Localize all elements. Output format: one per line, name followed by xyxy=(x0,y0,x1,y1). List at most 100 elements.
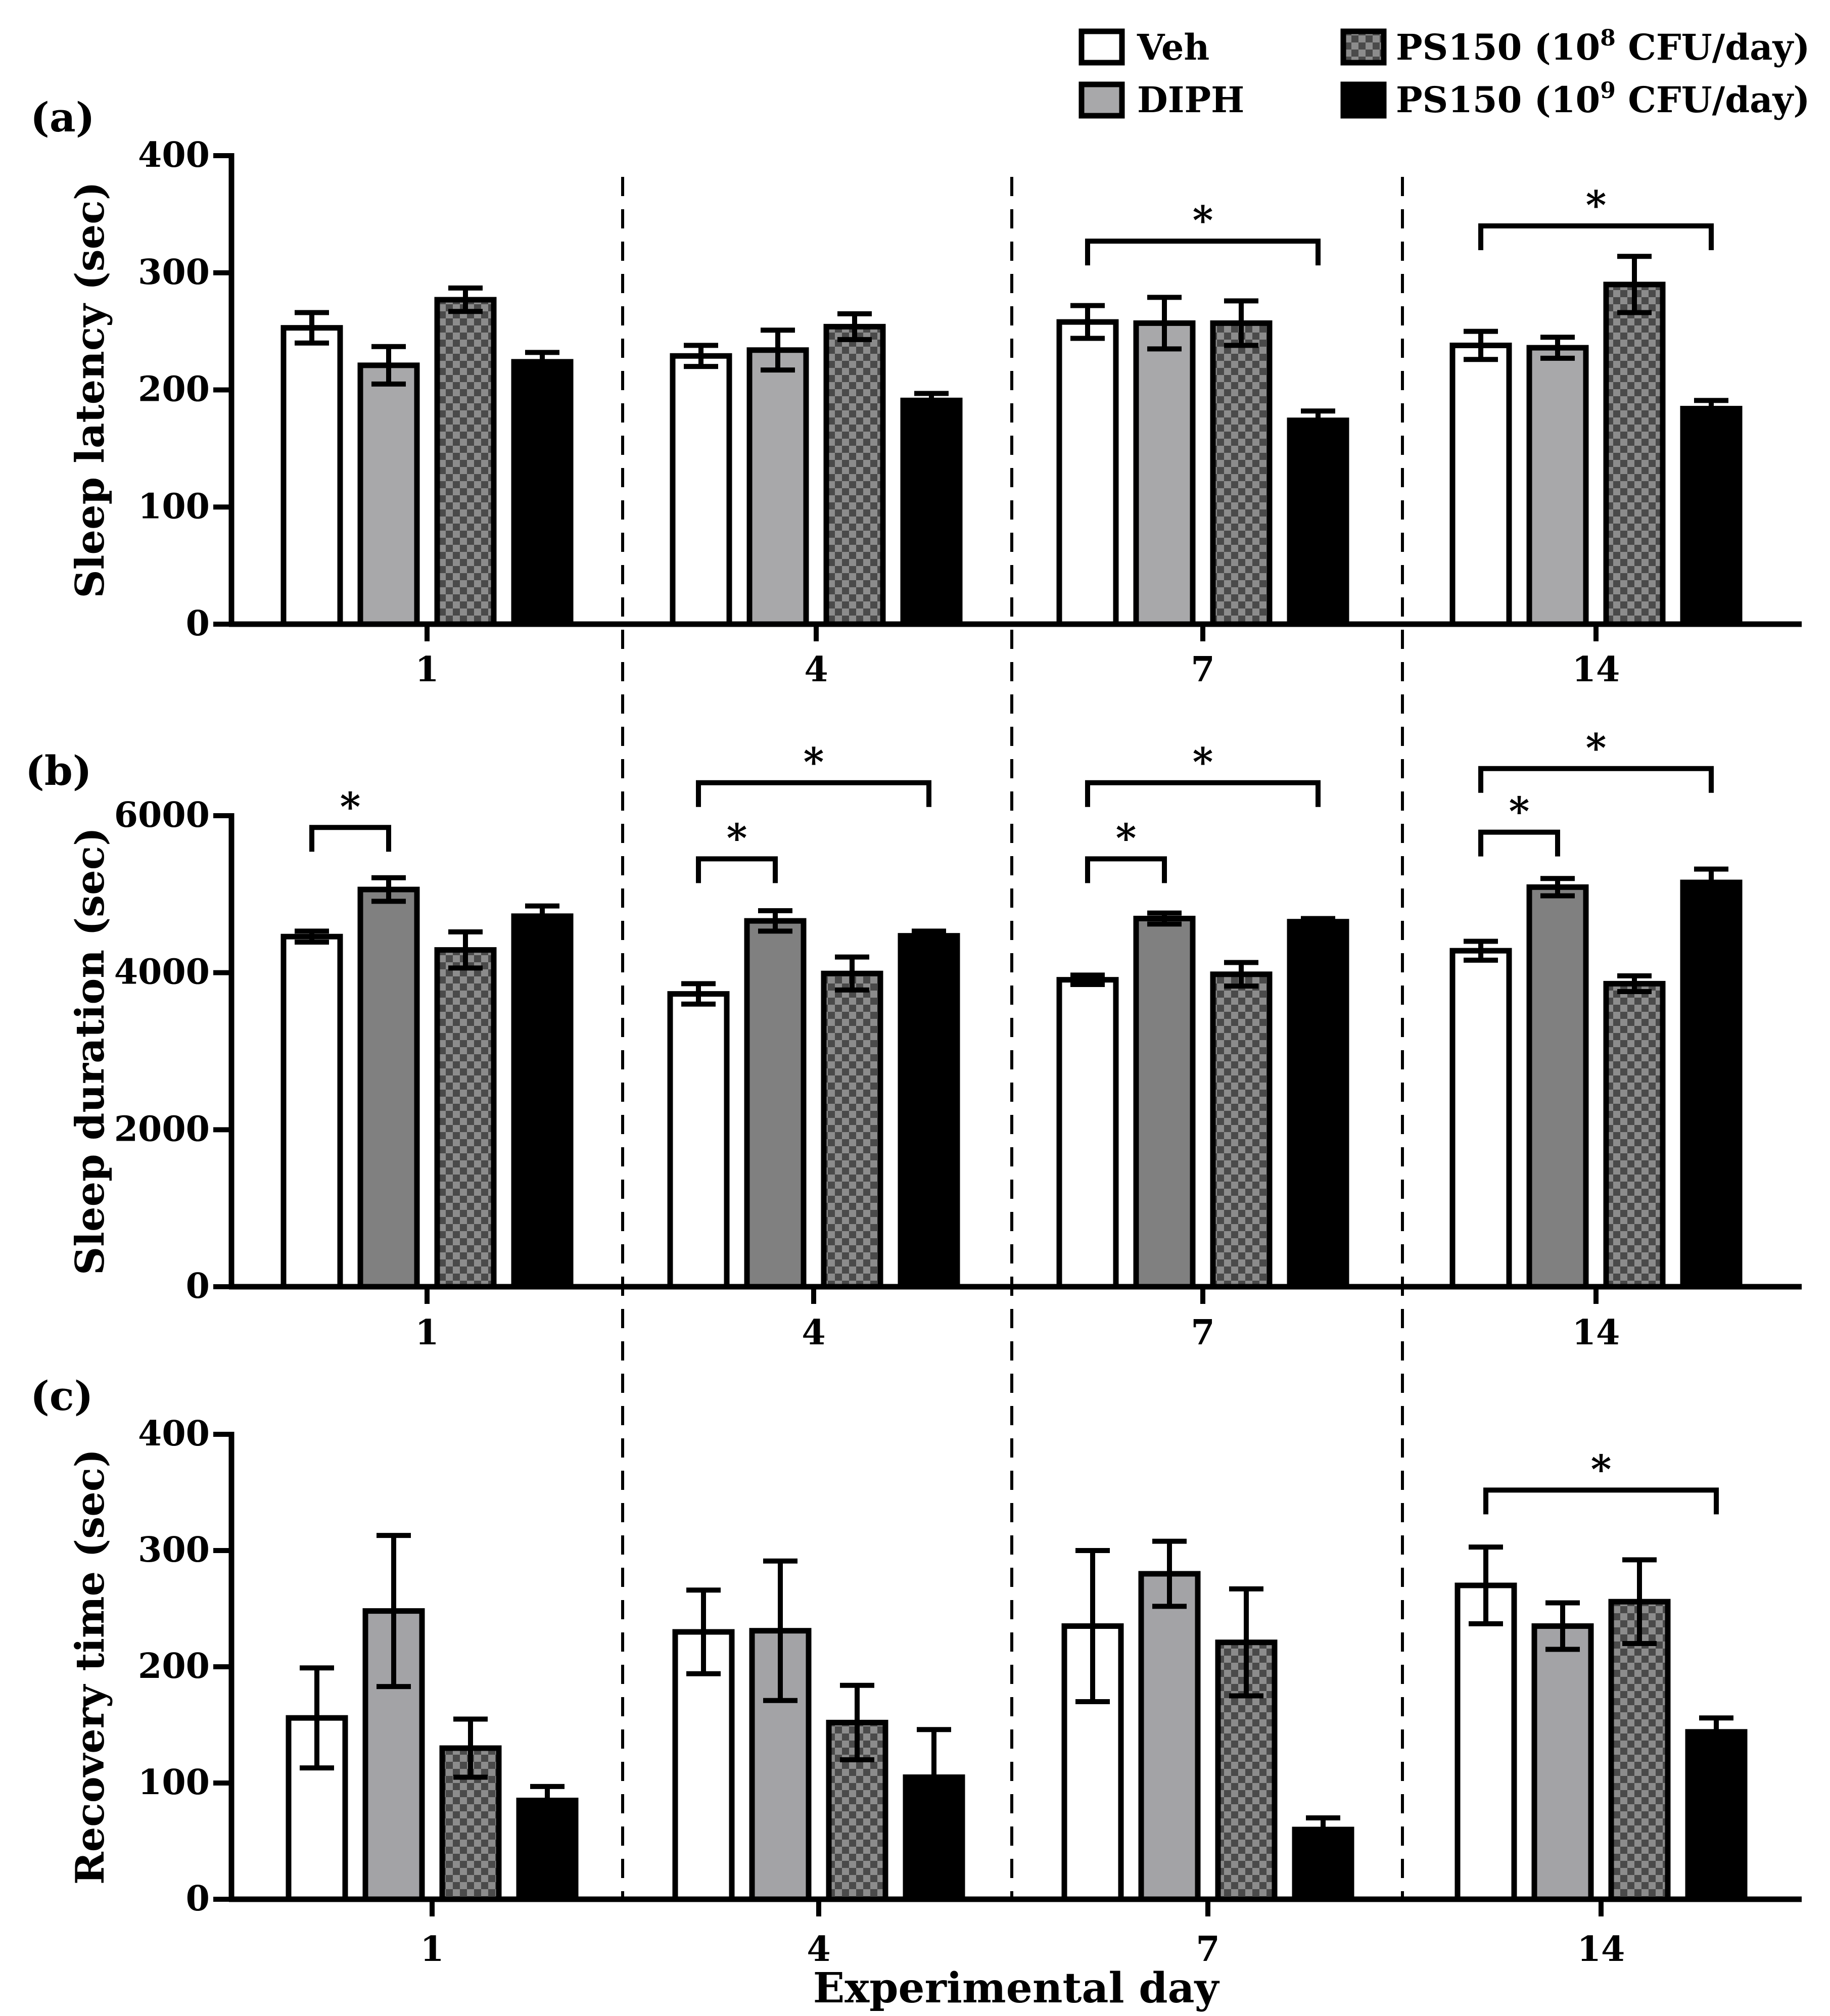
significance-star: * xyxy=(1193,198,1213,244)
error-bar-a-diph-day-4 xyxy=(761,327,795,373)
bar-b-diph-day-14 xyxy=(1526,884,1589,1290)
error-bar-c-ps150-8-day-7 xyxy=(1229,1586,1263,1699)
bar-b-ps150-8-day-4 xyxy=(821,970,883,1290)
error-bar-a-veh-day-1 xyxy=(295,310,329,346)
bar-c-veh-day-14 xyxy=(1454,1582,1517,1902)
bar-a-ps150-9-day-14 xyxy=(1680,406,1743,627)
error-bar-b-diph-day-4 xyxy=(758,908,792,934)
bar-b-ps150-9-day-14 xyxy=(1680,879,1743,1290)
bar-b-diph-day-4 xyxy=(744,918,807,1290)
significance-bracket-b-day-1: * xyxy=(309,784,391,852)
bar-b-diph-day-7 xyxy=(1133,915,1196,1290)
error-bar-c-veh-day-14 xyxy=(1469,1544,1503,1626)
y-tick-label-c: 0 xyxy=(186,1879,210,1919)
bar-b-diph-day-1 xyxy=(357,886,420,1290)
error-bar-a-veh-day-4 xyxy=(684,343,718,369)
error-bar-b-ps150-8-day-14 xyxy=(1617,973,1652,994)
bar-c-ps150-8-day-14 xyxy=(1608,1599,1671,1902)
y-tick-label-a: 400 xyxy=(138,135,210,175)
y-tick-label-a: 200 xyxy=(138,369,210,410)
x-tick-label-a: 7 xyxy=(1191,649,1214,690)
bar-b-veh-day-7 xyxy=(1056,977,1119,1290)
bar-a-veh-day-7 xyxy=(1056,319,1119,627)
y-tick-label-a: 300 xyxy=(138,252,210,293)
significance-bracket-b-day-7: * xyxy=(1085,815,1167,883)
significance-bracket-a-day-14: * xyxy=(1478,182,1714,251)
bar-b-veh-day-14 xyxy=(1449,948,1512,1290)
error-bar-c-ps150-8-day-1 xyxy=(453,1716,488,1780)
significance-line xyxy=(696,780,931,807)
error-bar-a-ps150-8-day-4 xyxy=(837,311,872,342)
x-tick-label-b: 1 xyxy=(415,1312,439,1353)
significance-star: * xyxy=(1193,739,1213,785)
error-bar-c-veh-day-1 xyxy=(300,1665,334,1771)
bar-a-veh-day-14 xyxy=(1449,342,1512,627)
significance-line xyxy=(1085,856,1167,883)
panel-label-c: (c) xyxy=(30,1372,93,1420)
error-bar-b-veh-day-7 xyxy=(1070,972,1105,987)
x-tick-label-a: 14 xyxy=(1572,649,1620,690)
error-bar-b-ps150-9-day-4 xyxy=(912,928,946,943)
y-tick-label-a: 100 xyxy=(138,486,210,527)
error-bar-a-veh-day-14 xyxy=(1464,329,1498,362)
bar-a-veh-day-1 xyxy=(280,325,343,627)
error-bar-c-veh-day-7 xyxy=(1075,1548,1110,1704)
x-tick-label-c: 4 xyxy=(807,1929,830,1970)
y-tick-label-a: 0 xyxy=(186,603,210,644)
panel-label-b: (b) xyxy=(25,747,92,794)
error-bar-a-diph-day-7 xyxy=(1147,295,1182,352)
error-bar-b-diph-day-14 xyxy=(1540,876,1575,899)
x-tick-label-c: 14 xyxy=(1577,1929,1625,1970)
error-bar-c-diph-day-1 xyxy=(377,1533,411,1690)
significance-line xyxy=(1483,1487,1719,1515)
error-bar-c-ps150-9-day-14 xyxy=(1699,1715,1733,1749)
group-separators xyxy=(621,177,1404,1899)
significance-bracket-b-day-4: * xyxy=(696,815,778,883)
x-tick-label-a: 1 xyxy=(415,649,439,690)
bar-a-ps150-8-day-14 xyxy=(1603,282,1666,627)
y-axis-title-c: Recovery time (sec) xyxy=(67,1449,113,1885)
significance-bracket-a-day-7: * xyxy=(1085,198,1321,266)
panel-label-a: (a) xyxy=(30,93,95,141)
error-bar-a-ps150-8-day-7 xyxy=(1224,298,1258,348)
error-bar-c-ps150-8-day-14 xyxy=(1622,1557,1657,1646)
legend: Veh DIPH PS150 (108 CFU/day) PS150 (109 … xyxy=(1078,25,1810,121)
error-bar-c-diph-day-4 xyxy=(763,1558,797,1703)
error-bar-c-diph-day-7 xyxy=(1152,1538,1187,1609)
error-bar-c-diph-day-14 xyxy=(1545,1600,1580,1652)
bar-b-ps150-8-day-7 xyxy=(1210,971,1273,1290)
significance-line xyxy=(1478,223,1714,251)
significance-star: * xyxy=(1509,789,1530,835)
significance-star: * xyxy=(1116,815,1137,861)
legend-sup-ps150-9: 9 xyxy=(1600,78,1616,104)
x-tick-label-c: 1 xyxy=(420,1929,444,1970)
legend-swatch-ps150-8 xyxy=(1340,28,1387,66)
bar-a-veh-day-4 xyxy=(670,353,732,627)
significance-line xyxy=(1478,829,1560,857)
error-bar-b-ps150-9-day-14 xyxy=(1694,866,1728,899)
y-tick-label-c: 400 xyxy=(138,1414,210,1454)
significance-line xyxy=(1478,766,1714,793)
x-tick-label-b: 14 xyxy=(1572,1312,1620,1353)
error-bar-c-veh-day-4 xyxy=(686,1587,721,1676)
legend-sup-ps150-8: 8 xyxy=(1600,25,1616,51)
significance-line xyxy=(309,825,391,852)
error-bar-a-ps150-8-day-14 xyxy=(1617,254,1652,315)
significance-line xyxy=(696,856,778,883)
error-bar-a-diph-day-14 xyxy=(1540,335,1575,361)
bar-b-veh-day-1 xyxy=(280,933,343,1290)
error-bar-b-veh-day-14 xyxy=(1464,939,1498,963)
error-bar-b-diph-day-7 xyxy=(1147,910,1182,927)
y-axis-title-b: Sleep duration (sec) xyxy=(67,827,113,1275)
error-bar-c-ps150-8-day-4 xyxy=(840,1682,874,1762)
significance-bracket-c-day-14: * xyxy=(1483,1446,1719,1515)
bar-a-diph-day-4 xyxy=(746,347,809,627)
legend-label-veh: Veh xyxy=(1137,26,1209,68)
legend-label-ps150-8: PS150 (108 CFU/day) xyxy=(1396,25,1810,68)
bar-c-ps150-9-day-14 xyxy=(1685,1729,1748,1902)
bar-a-ps150-8-day-7 xyxy=(1210,320,1273,627)
bar-b-ps150-8-day-1 xyxy=(434,947,497,1290)
y-axis-title-a: Sleep latency (sec) xyxy=(67,181,113,598)
